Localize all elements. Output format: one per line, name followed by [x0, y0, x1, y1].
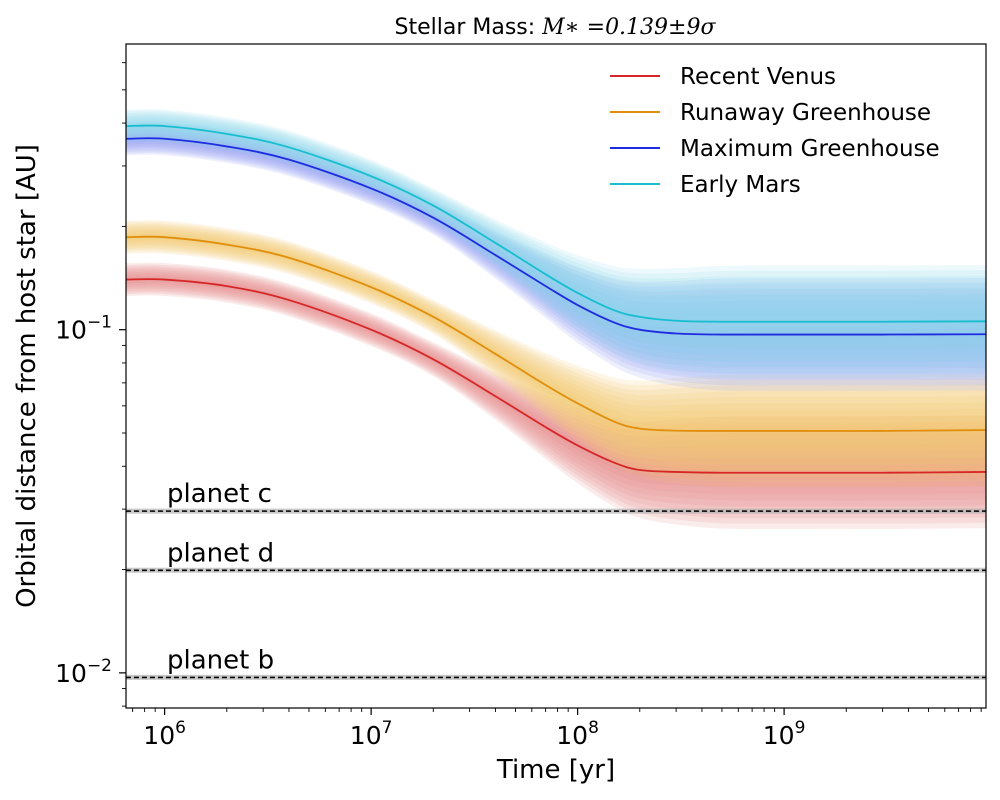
- legend-label-runaway-greenhouse: Runaway Greenhouse: [680, 100, 931, 126]
- recent-venus-line: [126, 278, 986, 474]
- y-axis: 10−2 10−1: [55, 62, 126, 707]
- planet-b-label: planet b: [167, 645, 274, 675]
- early-mars-band-5sigma: [126, 116, 986, 356]
- runaway-greenhouse-band-9sigma: [126, 220, 986, 488]
- planet-d-label: planet d: [167, 538, 274, 568]
- legend-label-early-mars: Early Mars: [680, 172, 801, 198]
- maximum-greenhouse-line: [126, 137, 986, 336]
- y-tick-label: 10−1: [55, 313, 112, 345]
- x-tick-label: 108: [556, 718, 599, 750]
- y-axis-label: Orbital distance from host star [AU]: [12, 144, 42, 608]
- maximum-greenhouse-band-2sigma: [126, 134, 986, 350]
- x-tick-label: 106: [143, 718, 186, 750]
- runaway-greenhouse-band-5sigma: [126, 227, 986, 465]
- x-tick-label: 107: [350, 718, 393, 750]
- recent-venus-band-7sigma: [126, 266, 986, 519]
- early-mars-band-2sigma: [126, 121, 986, 337]
- runaway-greenhouse-band-4sigma: [126, 229, 986, 459]
- legend-label-recent-venus: Recent Venus: [680, 64, 836, 90]
- early-mars-line: [126, 124, 986, 323]
- recent-venus-band-6sigma: [126, 267, 986, 513]
- early-mars-band-6sigma: [126, 114, 986, 362]
- maximum-greenhouse-band-9sigma: [126, 121, 986, 391]
- x-axis: 106 107 108 109: [132, 708, 982, 750]
- maximum-greenhouse-band-3sigma: [126, 132, 986, 356]
- maximum-greenhouse-band-4sigma: [126, 130, 986, 363]
- runaway-greenhouse-band-2sigma: [126, 232, 986, 446]
- legend: Recent Venus Runaway Greenhouse Maximum Gr…: [610, 64, 940, 198]
- recent-venus-band-9sigma: [126, 262, 986, 530]
- legend-label-maximum-greenhouse: Maximum Greenhouse: [680, 136, 940, 162]
- y-tick-label: 10−2: [55, 656, 112, 688]
- recent-venus-band-4sigma: [126, 271, 986, 501]
- maximum-greenhouse-band-7sigma: [126, 125, 986, 381]
- maximum-greenhouse-band-6sigma: [126, 127, 986, 375]
- plot-frame: [125, 43, 987, 709]
- uncertainty-bands: [126, 109, 986, 530]
- recent-venus-band-2sigma: [126, 275, 986, 488]
- series-lines: [126, 124, 986, 474]
- chart-title: Stellar Mass: M∗ =0.139±9σ: [394, 15, 716, 40]
- chart-title-math: M∗ =0.139±9σ: [541, 15, 716, 40]
- maximum-greenhouse-band-8sigma: [126, 123, 986, 386]
- runaway-greenhouse-band-8sigma: [126, 221, 986, 483]
- maximum-greenhouse-band-5sigma: [126, 128, 986, 369]
- x-axis-label: Time [yr]: [496, 755, 615, 785]
- runaway-greenhouse-line: [126, 235, 986, 432]
- planet-lines: planet c planet d planet b: [126, 479, 986, 680]
- recent-venus-band-5sigma: [126, 269, 986, 507]
- planet-c-label: planet c: [167, 479, 272, 509]
- early-mars-band-4sigma: [126, 117, 986, 350]
- chart-title-prefix: Stellar Mass:: [394, 15, 542, 40]
- x-tick-label: 109: [763, 718, 806, 750]
- recent-venus-band-8sigma: [126, 264, 986, 524]
- runaway-greenhouse-band-7sigma: [126, 223, 986, 477]
- runaway-greenhouse-band-6sigma: [126, 225, 986, 471]
- early-mars-band-3sigma: [126, 119, 986, 344]
